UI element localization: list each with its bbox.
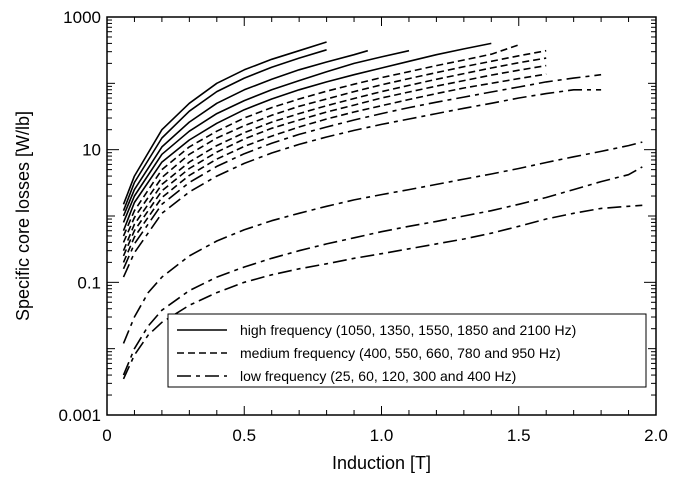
series-line-high-1 — [122, 49, 327, 211]
series-line-medium-9 — [122, 73, 547, 263]
x-tick-labels: 0 0.5 1.0 1.5 2.0 — [102, 426, 668, 445]
series-line-medium-5 — [122, 44, 520, 237]
series-line-medium-8 — [122, 64, 547, 257]
legend-label-medium: medium frequency (400, 550, 660, 780 and… — [240, 345, 561, 361]
y-axis-label: Specific core losses [W/lb] — [13, 111, 33, 321]
x-tick-label: 0.5 — [232, 426, 256, 445]
y-tick-label: 10 — [82, 141, 101, 160]
series-line-medium-6 — [122, 49, 547, 243]
x-tick-label: 0 — [102, 426, 111, 445]
series-line-low-13 — [122, 166, 643, 376]
series-line-high-2 — [122, 49, 369, 217]
x-axis-label: Induction [T] — [332, 453, 431, 473]
y-tick-labels: 0.001 0.1 10 1000 — [58, 8, 101, 425]
plot-frame — [106, 16, 657, 416]
series-line-high-4 — [122, 42, 492, 231]
axis-ticks — [106, 16, 657, 416]
y-tick-label: 1000 — [63, 8, 101, 27]
legend-label-high: high frequency (1050, 1350, 1550, 1850 a… — [240, 322, 576, 338]
x-tick-label: 2.0 — [644, 426, 668, 445]
x-tick-label: 1.5 — [507, 426, 531, 445]
series-line-high-3 — [122, 49, 410, 223]
series-line-low-12 — [122, 141, 643, 344]
series-line-low-11 — [122, 89, 602, 278]
legend: high frequency (1050, 1350, 1550, 1850 a… — [167, 313, 647, 388]
legend-label-low: low frequency (25, 60, 120, 300 and 400 … — [240, 368, 516, 384]
series-curves — [122, 41, 643, 380]
x-tick-label: 1.0 — [370, 426, 394, 445]
series-line-high-0 — [122, 41, 327, 205]
series-line-low-10 — [122, 73, 602, 270]
legend-box — [167, 313, 647, 388]
y-tick-label: 0.1 — [77, 273, 101, 292]
y-tick-label: 0.001 — [58, 406, 101, 425]
series-line-medium-7 — [122, 57, 547, 252]
